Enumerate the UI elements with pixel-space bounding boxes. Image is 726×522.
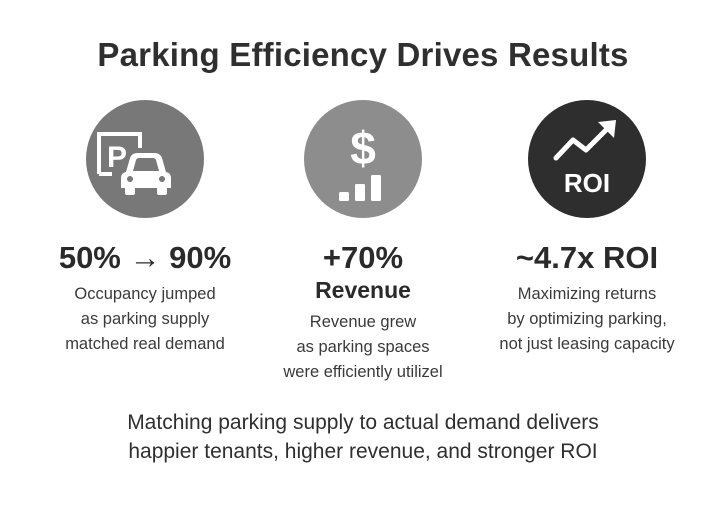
roi-trend-icon: ROI [528,100,646,218]
description-line: Maximizing returns [517,285,657,303]
revenue-sub-metric: Revenue [315,277,411,303]
occupancy-description: Occupancy jumped as parking supply match… [20,282,270,357]
parking-car-icon: P [86,100,204,218]
summary-footer: Matching parking supply to actual demand… [0,408,726,466]
svg-text:$: $ [350,122,376,174]
footer-line: happier tenants, higher revenue, and str… [128,440,598,463]
roi-metric: ~4.7x ROI [515,240,659,275]
revenue-card: $ +70% Revenue Revenue grew as parking s… [238,100,488,385]
occupancy-metric: 50% → 90% [58,240,232,275]
svg-text:P: P [107,141,127,174]
dollar-bar-chart-icon: $ [304,100,422,218]
roi-card: ROI ~4.7x ROI Maximizing returns by opti… [462,100,712,357]
description-line: as parking spaces [296,338,430,356]
revenue-metric: +70% [322,240,404,275]
roi-icon-text: ROI [564,168,610,198]
occupancy-card: P 50% → 90% Occupancy jumped as parking … [20,100,270,357]
footer-line: Matching parking supply to actual demand… [127,411,599,434]
description-line: matched real demand [65,335,225,353]
description-line: as parking supply [80,310,210,328]
description-line: not just leasing capacity [499,335,675,353]
roi-description: Maximizing returns by optimizing parking… [462,282,712,357]
page-title: Parking Efficiency Drives Results [97,36,629,73]
description-line: Occupancy jumped [74,285,216,303]
description-line: were efficiently utilizel [283,363,443,381]
description-line: by optimizing parking, [507,310,667,328]
revenue-description: Revenue grew as parking spaces were effi… [238,310,488,385]
description-line: Revenue grew [309,313,417,331]
